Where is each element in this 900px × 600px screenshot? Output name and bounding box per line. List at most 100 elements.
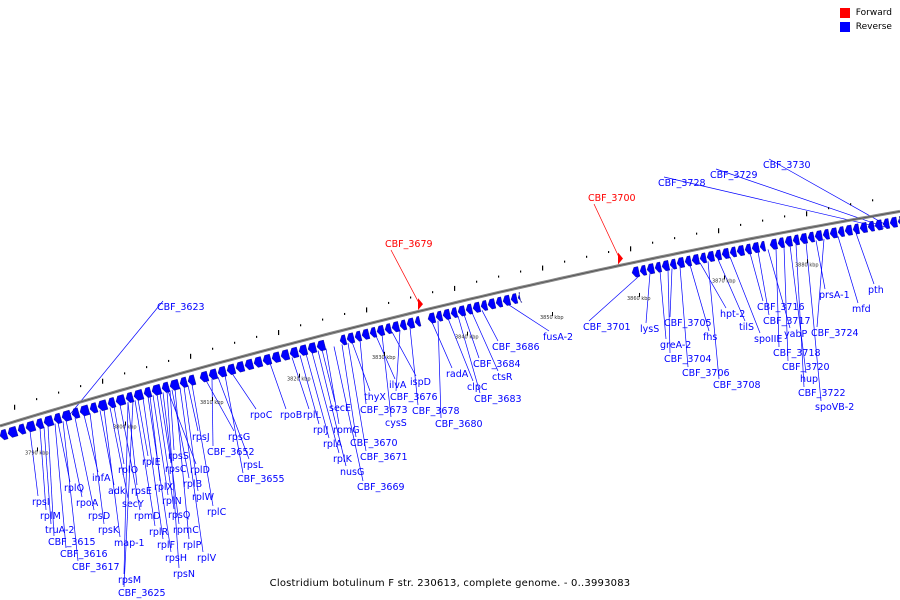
reverse-gene-arrow — [399, 319, 408, 331]
reverse-gene-arrow — [669, 258, 678, 270]
scale-dot — [454, 285, 456, 291]
gene-label: rplR — [149, 527, 169, 538]
reverse-swatch — [839, 22, 850, 32]
leader-line — [123, 402, 129, 575]
gene-label: rplX — [154, 482, 174, 493]
gene-label: CBF_3669 — [357, 482, 405, 493]
reverse-gene-arrow — [143, 386, 153, 398]
leader-line — [291, 357, 310, 410]
scale-dot — [850, 203, 852, 206]
kbp-tick-mark — [467, 331, 468, 336]
forward-gene-arrow — [618, 252, 623, 265]
reverse-gene-arrow — [133, 389, 145, 401]
leader-line — [729, 256, 761, 334]
leader-line — [162, 392, 180, 525]
scale-dot — [564, 260, 566, 263]
leader-line — [789, 245, 807, 374]
gene-label: ctsR — [492, 372, 513, 383]
gene-label: rplN — [162, 496, 182, 507]
leader-line — [507, 303, 550, 332]
genome-caption: Clostridium botulinum F str. 230613, com… — [269, 578, 631, 589]
gene-label: spoIIE — [754, 334, 782, 345]
reverse-gene-arrow — [777, 237, 786, 249]
scale-dot — [608, 251, 610, 254]
leader-line — [325, 348, 340, 425]
reverse-gene-arrow — [691, 254, 701, 265]
leader-line — [757, 251, 770, 316]
scale-dot — [872, 199, 874, 202]
leader-line — [795, 244, 805, 388]
reverse-gene-arrow — [852, 223, 860, 235]
leader-line — [775, 247, 780, 348]
reverse-gene-arrow — [799, 233, 808, 244]
reverse-gene-arrow — [0, 428, 9, 441]
reverse-gene-arrow — [414, 316, 422, 327]
leader-line — [142, 397, 164, 540]
gene-label: lysS — [640, 324, 659, 335]
gene-label: tilS — [739, 322, 754, 333]
gene-label: CBF_3652 — [207, 447, 255, 458]
gene-label: rpsG — [228, 432, 250, 443]
leader-line — [65, 420, 83, 498]
kbp-tick-label: 3840 kbp — [455, 335, 479, 341]
gene-label: rpsL — [243, 460, 264, 471]
reverse-gene-arrow — [867, 220, 875, 232]
leader-line — [127, 402, 138, 486]
leader-line — [83, 414, 99, 473]
gene-label: CBF_3718 — [773, 348, 821, 359]
reverse-gene-arrow — [874, 219, 883, 231]
leader-line — [463, 314, 480, 359]
leader-line — [437, 320, 442, 419]
gene-label: CBF_3655 — [237, 474, 285, 485]
scale-dot — [58, 391, 60, 394]
scale-dot — [36, 398, 38, 401]
gene-label: rpsK — [98, 525, 120, 536]
reverse-gene-arrow — [151, 383, 163, 396]
leader-line — [171, 389, 190, 479]
scale-dot — [278, 330, 280, 336]
reverse-gene-arrow — [792, 234, 800, 246]
scale-dot — [740, 223, 742, 226]
leader-line — [837, 236, 859, 304]
scale-dot — [102, 378, 104, 384]
leader-line — [217, 377, 250, 460]
reverse-gene-arrow — [472, 301, 482, 313]
leader-line — [409, 327, 419, 406]
gene-label: rplJ — [313, 425, 328, 436]
gene-label: CBF_3724 — [811, 328, 859, 339]
leader-line — [43, 426, 52, 525]
gene-label: rpsC — [165, 464, 187, 475]
reverse-gene-arrow — [339, 334, 348, 346]
gene-label: fhs — [703, 332, 717, 343]
scale-dot — [146, 366, 148, 369]
gene-label: rpsQ — [168, 510, 190, 521]
gene-label: rplM — [40, 511, 61, 522]
leader-line — [167, 390, 197, 465]
leader-line — [431, 322, 453, 369]
reverse-gene-arrow — [169, 378, 181, 391]
legend: Forward Reverse — [839, 8, 892, 36]
gene-label: ilvA — [389, 380, 407, 391]
leader-line — [321, 349, 336, 403]
leader-line — [152, 395, 169, 496]
leader-line — [481, 310, 499, 342]
scale-dot — [498, 275, 500, 278]
leader-line — [707, 261, 720, 380]
reverse-gene-arrow — [79, 404, 91, 417]
gene-label: rpmG — [333, 425, 360, 436]
leader-line — [749, 252, 764, 302]
leader-line — [855, 233, 875, 285]
reverse-gene-arrow — [495, 296, 504, 308]
leader-line — [159, 393, 172, 464]
reverse-gene-arrow — [714, 249, 723, 261]
scale-dot — [124, 372, 126, 375]
scale-dot — [388, 301, 390, 304]
gene-label: hup — [800, 374, 818, 385]
leader-line — [224, 375, 244, 474]
gene-label: greA-2 — [660, 340, 691, 351]
reverse-gene-arrow — [807, 231, 815, 243]
kbp-tick-label: 3860 kbp — [627, 296, 651, 302]
gene-label: ispD — [410, 377, 431, 388]
leader-line — [669, 268, 673, 318]
